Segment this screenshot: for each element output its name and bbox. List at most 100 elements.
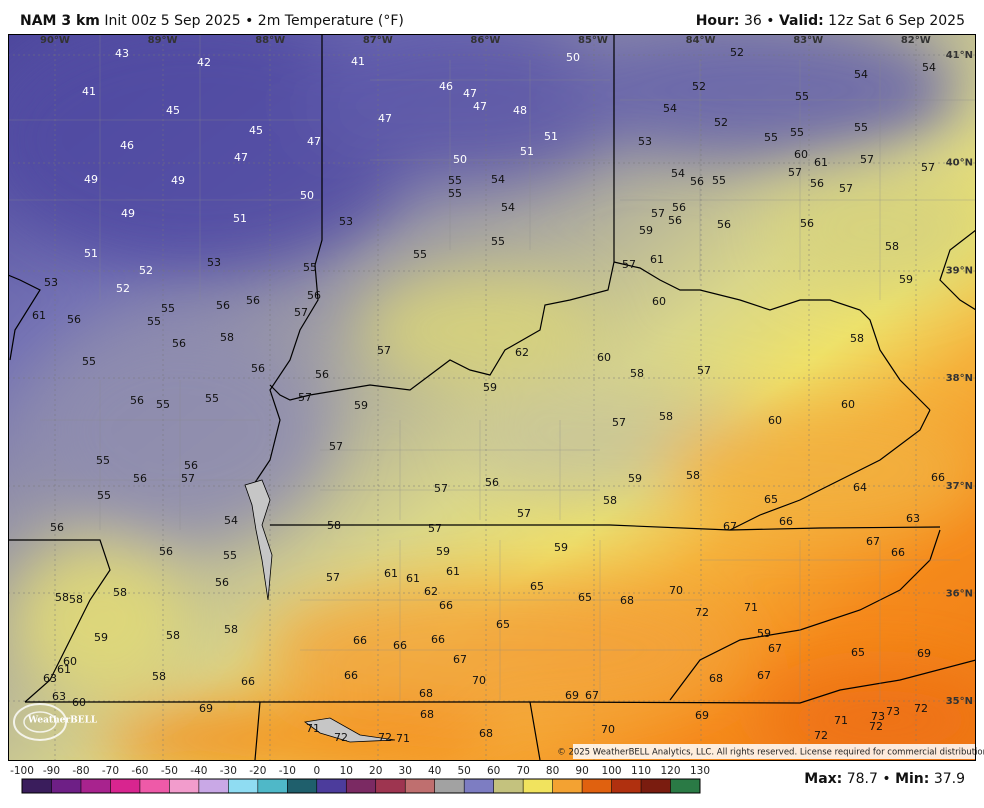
temperature-label: 59 (554, 541, 568, 554)
temperature-label: 47 (378, 112, 392, 125)
model: NAM 3 km (20, 13, 100, 29)
temperature-label: 72 (334, 731, 348, 744)
latitude-label: 40°N (946, 158, 973, 169)
temperature-label: 42 (197, 56, 211, 69)
colorbar-swatch (493, 779, 524, 793)
hour-label: Hour: (696, 13, 740, 29)
temperature-label: 52 (692, 80, 706, 93)
longitude-label: 83°W (793, 35, 823, 46)
longitude-label: 88°W (255, 35, 285, 46)
temperature-label: 58 (603, 494, 617, 507)
colorbar-tick-label: -10 (279, 765, 296, 777)
temperature-label: 58 (220, 331, 234, 344)
temperature-label: 55 (795, 90, 809, 103)
temperature-label: 56 (800, 217, 814, 230)
colorbar-swatch (346, 779, 376, 793)
temperature-label: 55 (790, 126, 804, 139)
colorbar-tick-label: 70 (516, 765, 529, 777)
colorbar-swatch (139, 779, 170, 793)
temperature-label: 60 (841, 398, 855, 411)
temperature-label: 53 (44, 276, 58, 289)
temperature-label: 57 (839, 182, 853, 195)
temperature-label: 71 (396, 732, 410, 745)
temperature-label: 66 (779, 515, 793, 528)
temperature-label: 57 (181, 472, 195, 485)
temperature-label: 66 (931, 471, 945, 484)
colorbar-tick-label: -60 (131, 765, 148, 777)
temperature-label: 62 (515, 346, 529, 359)
temperature-label: 57 (697, 364, 711, 377)
temperature-label: 67 (585, 689, 599, 702)
temperature-label: 71 (744, 601, 758, 614)
temperature-label: 54 (854, 68, 868, 81)
header-left: NAM 3 km Init 00z 5 Sep 2025 • 2m Temper… (20, 13, 404, 29)
temperature-label: 55 (96, 454, 110, 467)
temperature-label: 53 (339, 215, 353, 228)
temperature-label: 57 (622, 258, 636, 271)
logo-text: WeatherBELL (27, 716, 98, 726)
colorbar-tick-label: 20 (369, 765, 382, 777)
temperature-label: 54 (224, 514, 238, 527)
temperature-label: 50 (566, 51, 580, 64)
colorbar-swatch (257, 779, 288, 793)
temperature-label: 68 (420, 708, 434, 721)
temperature-label: 67 (453, 653, 467, 666)
temperature-label: 66 (241, 675, 255, 688)
temperature-label: 57 (517, 507, 531, 520)
temperature-label: 58 (885, 240, 899, 253)
temperature-label: 67 (757, 669, 771, 682)
temperature-label: 57 (326, 571, 340, 584)
temperature-label: 57 (788, 166, 802, 179)
colorbar-tick-label: 40 (428, 765, 441, 777)
copyright: © 2025 WeatherBELL Analytics, LLC. All r… (557, 748, 984, 758)
colorbar-frame (21, 778, 701, 794)
temperature-label: 56 (251, 362, 265, 375)
temperature-label: 50 (300, 189, 314, 202)
temperature-label: 53 (207, 256, 221, 269)
longitude-label: 87°W (363, 35, 393, 46)
temperature-label: 60 (652, 295, 666, 308)
temperature-label: 65 (530, 580, 544, 593)
temperature-label: 59 (639, 224, 653, 237)
temperature-label: 71 (306, 722, 320, 735)
temperature-label: 68 (419, 687, 433, 700)
temperature-label: 58 (113, 586, 127, 599)
logo: WeatherBELL (13, 703, 98, 741)
colorbar-swatch (434, 779, 465, 793)
temperature-label: 56 (810, 177, 824, 190)
temperature-label: 56 (246, 294, 260, 307)
colorbar-swatch (523, 779, 553, 793)
longitude-label: 86°W (470, 35, 500, 46)
temperature-label: 73 (871, 710, 885, 723)
temperature-label: 54 (501, 201, 515, 214)
temperature-label: 55 (205, 392, 219, 405)
temperature-label: 55 (147, 315, 161, 328)
temperature-label: 57 (294, 306, 308, 319)
temperature-label: 55 (97, 489, 111, 502)
colorbar-tick-label: -70 (102, 765, 119, 777)
temperature-label: 55 (491, 235, 505, 248)
colorbar: -100 -90 -80 -70 -60 -50 -40 -30 -20 -10 0 10 20 30 40… (10, 765, 710, 794)
temperature-label: 51 (84, 247, 98, 260)
latitude-label: 39°N (946, 265, 973, 276)
temperature-label: 47 (463, 87, 477, 100)
temperature-label: 59 (899, 273, 913, 286)
temperature-label: 64 (853, 481, 867, 494)
latitude-label: 38°N (946, 373, 973, 384)
temperature-label: 55 (448, 174, 462, 187)
temperature-label: 55 (223, 549, 237, 562)
colorbar-swatch (169, 779, 199, 793)
temperature-label: 60 (794, 148, 808, 161)
run: Init 00z 5 Sep 2025 (104, 13, 240, 29)
longitude-label: 85°W (578, 35, 608, 46)
temperature-label: 51 (520, 145, 534, 158)
temperature-label: 41 (82, 85, 96, 98)
state-borders (8, 34, 976, 760)
temperature-label: 51 (233, 212, 247, 225)
colorbar-tick-label: -30 (220, 765, 237, 777)
temperature-label: 66 (439, 599, 453, 612)
valid: 12z Sat 6 Sep 2025 (828, 13, 965, 29)
temperature-label: 55 (82, 355, 96, 368)
colorbar-tick-label: -50 (161, 765, 178, 777)
temperature-label: 57 (651, 207, 665, 220)
